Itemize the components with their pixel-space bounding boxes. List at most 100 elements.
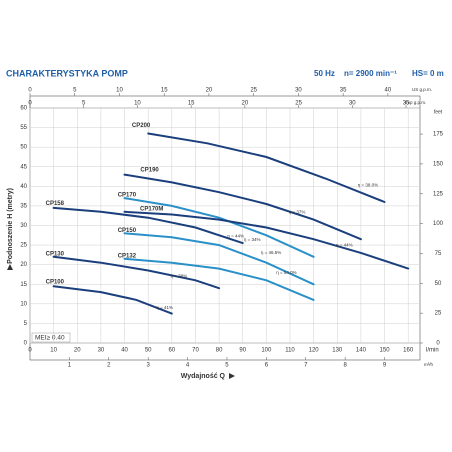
efficiency-label: η = 41% — [156, 305, 173, 310]
x-tick-label: 140 — [356, 348, 367, 354]
series-label: CP190 — [140, 167, 159, 173]
subtitle: n= 2900 min⁻¹ — [344, 69, 397, 78]
secondary-unit: US g.p.m. — [412, 87, 432, 92]
secondary-unit: m³/h — [424, 362, 433, 367]
y2-tick-label: 100 — [433, 221, 444, 227]
secondary-tick-label: 10 — [134, 101, 141, 107]
efficiency-label: η = 34% — [244, 237, 261, 242]
pump-curve — [52, 206, 244, 245]
secondary-tick-label: 2 — [107, 363, 111, 369]
y-tick-label: 60 — [20, 106, 27, 112]
x-tick-label: 90 — [239, 348, 246, 354]
efficiency-label: η = 44% — [227, 233, 244, 238]
y-tick-label: 0 — [24, 341, 28, 347]
y2-tick-label: 175 — [433, 132, 444, 138]
secondary-tick-label: 20 — [242, 101, 249, 107]
series-label: CP158 — [46, 201, 65, 207]
secondary-tick-label: 30 — [349, 101, 356, 107]
y-tick-label: 30 — [20, 223, 27, 229]
secondary-tick-label: 0 — [28, 88, 32, 94]
secondary-tick-label: 30 — [295, 88, 302, 94]
secondary-tick-label: 5 — [225, 363, 229, 369]
y-axis-label: Podnoszenie H (metry) — [7, 188, 14, 264]
series-label: CP170M — [140, 207, 163, 213]
efficiency-label: η = 44% — [336, 242, 353, 247]
y-tick-label: 40 — [20, 184, 27, 190]
x-tick-label: 20 — [74, 348, 81, 354]
efficiency-label: η = 37% — [289, 209, 306, 214]
y2-tick-label: 150 — [433, 162, 444, 168]
secondary-tick-label: 4 — [186, 363, 190, 369]
secondary-tick-label: 1 — [68, 363, 72, 369]
pump-curve — [123, 173, 362, 241]
secondary-tick-label: 25 — [295, 101, 302, 107]
chart-title: CHARAKTERYSTYKA POMP — [6, 68, 128, 78]
secondary-tick-label: 0 — [28, 101, 32, 107]
y-tick-label: 45 — [20, 164, 27, 170]
x-tick-label: 120 — [309, 348, 320, 354]
y-tick-label: 5 — [24, 321, 28, 327]
x-tick-label: 40 — [121, 348, 128, 354]
subtitle: HS= 0 m — [412, 69, 444, 78]
secondary-tick-label: 25 — [250, 88, 257, 94]
secondary-tick-label: 35 — [340, 88, 347, 94]
subtitle: 50 Hz — [314, 69, 335, 78]
pump-curve — [123, 232, 315, 286]
secondary-tick-label: 5 — [73, 88, 77, 94]
pump-curve — [123, 257, 315, 301]
y-tick-label: 10 — [20, 301, 27, 307]
y2-tick-label: 25 — [435, 311, 442, 317]
x-tick-label: 70 — [192, 348, 199, 354]
series-label: CP100 — [46, 279, 65, 285]
efficiency-label: η = 38% — [171, 274, 188, 279]
x-tick-label: 10 — [50, 348, 57, 354]
series-label: CP150 — [118, 228, 137, 234]
x-tick-label: 110 — [285, 348, 295, 354]
x-tick-label: 80 — [216, 348, 223, 354]
series-label: CP170 — [118, 193, 137, 199]
series-label: CP130 — [46, 251, 65, 257]
secondary-tick-label: 20 — [206, 88, 213, 94]
y2-tick-label: 0 — [436, 341, 440, 347]
efficiency-label: η = 46.5% — [261, 250, 281, 255]
mei-box — [31, 332, 71, 343]
secondary-tick-label: 8 — [343, 363, 347, 369]
x-unit: l/min — [426, 348, 439, 354]
secondary-tick-label: 9 — [383, 363, 387, 369]
x-axis-label: Wydajność Q — [181, 373, 226, 380]
secondary-tick-label: 5 — [82, 101, 86, 107]
secondary-tick-label: 10 — [116, 88, 123, 94]
x-tick-label: 50 — [145, 348, 152, 354]
x-tick-label: 150 — [380, 348, 391, 354]
x-tick-label: 30 — [98, 348, 105, 354]
mei-label: MEI≥ 0.40 — [35, 335, 65, 342]
pump-curve — [147, 132, 386, 203]
x-tick-label: 60 — [168, 348, 175, 354]
secondary-tick-label: 3 — [147, 363, 151, 369]
secondary-tick-label: 15 — [188, 101, 195, 107]
secondary-unit: Imp g.p.m. — [405, 100, 426, 105]
frame — [29, 95, 421, 361]
arrow — [229, 373, 235, 379]
y-tick-label: 25 — [20, 243, 27, 249]
pump-curve — [52, 255, 221, 290]
y-tick-label: 55 — [20, 125, 27, 131]
secondary-tick-label: 7 — [304, 363, 308, 369]
y-tick-label: 35 — [20, 203, 27, 209]
y-tick-label: 50 — [20, 145, 27, 151]
efficiency-label: η = 38.0% — [358, 182, 378, 187]
secondary-tick-label: 35 — [403, 101, 410, 107]
y2-tick-label: 50 — [435, 281, 442, 287]
series-label: CP200 — [132, 123, 151, 129]
pump-curve — [123, 197, 315, 258]
y-tick-label: 15 — [20, 282, 27, 288]
y2-tick-label: 75 — [435, 251, 442, 257]
x-tick-label: 130 — [332, 348, 343, 354]
x-tick-label: 0 — [28, 348, 32, 354]
secondary-tick-label: 15 — [161, 88, 168, 94]
pump-curve — [52, 285, 173, 315]
secondary-tick-label: 6 — [265, 363, 269, 369]
y-tick-label: 20 — [20, 262, 27, 268]
pump-curve — [123, 210, 410, 270]
